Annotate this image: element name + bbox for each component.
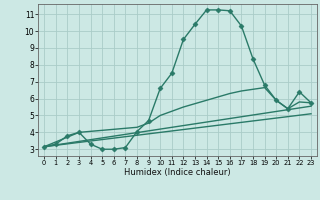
X-axis label: Humidex (Indice chaleur): Humidex (Indice chaleur) [124, 168, 231, 177]
